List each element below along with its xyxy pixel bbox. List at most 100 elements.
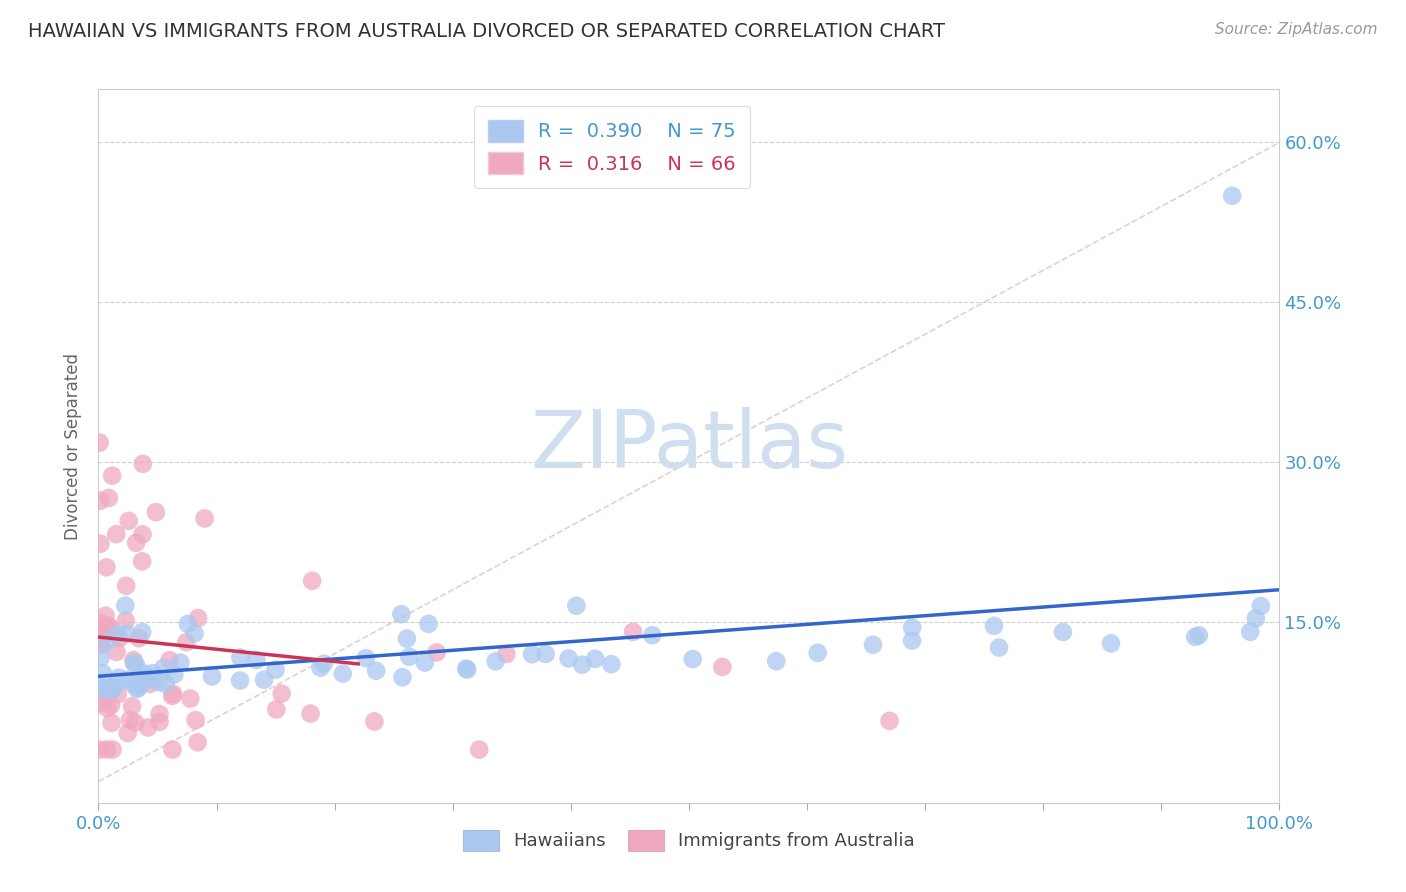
- Point: [583, 652, 606, 666]
- Point: [90, 650, 112, 665]
- Point: [184, 713, 207, 727]
- Point: [862, 638, 884, 652]
- Point: [1239, 624, 1261, 639]
- Point: [565, 599, 588, 613]
- Point: [115, 579, 138, 593]
- Point: [266, 702, 288, 716]
- Point: [118, 713, 141, 727]
- Point: [299, 706, 322, 721]
- Point: [682, 652, 704, 666]
- Point: [125, 535, 148, 549]
- Point: [136, 721, 159, 735]
- Point: [121, 677, 143, 691]
- Point: [89, 493, 111, 508]
- Point: [128, 632, 150, 646]
- Point: [89, 627, 111, 641]
- Point: [245, 653, 267, 667]
- Point: [187, 611, 209, 625]
- Point: [117, 726, 139, 740]
- Point: [468, 742, 491, 756]
- Point: [253, 673, 276, 687]
- Point: [97, 491, 120, 505]
- Point: [105, 627, 128, 641]
- Point: [534, 647, 557, 661]
- Point: [600, 657, 623, 672]
- Point: [264, 663, 287, 677]
- Point: [101, 683, 124, 698]
- Point: [122, 653, 145, 667]
- Point: [162, 687, 184, 701]
- Point: [96, 635, 118, 649]
- Point: [89, 536, 111, 550]
- Point: [485, 654, 508, 668]
- Point: [131, 554, 153, 568]
- Point: [134, 673, 156, 688]
- Point: [101, 681, 124, 695]
- Point: [108, 631, 131, 645]
- Point: [98, 681, 121, 695]
- Point: [118, 514, 141, 528]
- Point: [169, 656, 191, 670]
- Point: [176, 635, 198, 649]
- Point: [983, 619, 1005, 633]
- Point: [201, 669, 224, 683]
- Text: Source: ZipAtlas.com: Source: ZipAtlas.com: [1215, 22, 1378, 37]
- Point: [97, 618, 120, 632]
- Point: [142, 666, 165, 681]
- Point: [309, 660, 332, 674]
- Point: [1244, 611, 1267, 625]
- Point: [114, 599, 136, 613]
- Point: [96, 690, 118, 704]
- Point: [641, 628, 664, 642]
- Point: [90, 638, 112, 652]
- Point: [152, 661, 174, 675]
- Point: [107, 671, 129, 685]
- Point: [98, 621, 121, 635]
- Point: [127, 681, 149, 695]
- Point: [96, 701, 118, 715]
- Point: [96, 742, 118, 756]
- Point: [125, 681, 148, 696]
- Point: [363, 714, 385, 729]
- Point: [1250, 599, 1272, 613]
- Point: [124, 715, 146, 730]
- Point: [332, 666, 354, 681]
- Point: [100, 715, 122, 730]
- Point: [128, 678, 150, 692]
- Point: [91, 682, 114, 697]
- Point: [1099, 636, 1122, 650]
- Point: [194, 511, 217, 525]
- Point: [557, 651, 579, 665]
- Point: [96, 622, 118, 636]
- Point: [159, 653, 181, 667]
- Point: [162, 742, 184, 756]
- Point: [148, 675, 170, 690]
- Point: [145, 505, 167, 519]
- Point: [395, 632, 418, 646]
- Point: [1052, 625, 1074, 640]
- Point: [155, 677, 177, 691]
- Point: [807, 646, 830, 660]
- Point: [391, 670, 413, 684]
- Point: [177, 616, 200, 631]
- Point: [96, 560, 118, 574]
- Point: [107, 687, 129, 701]
- Point: [139, 677, 162, 691]
- Point: [179, 691, 201, 706]
- Point: [1184, 630, 1206, 644]
- Point: [879, 714, 901, 728]
- Point: [131, 527, 153, 541]
- Point: [183, 626, 205, 640]
- Point: [89, 742, 111, 756]
- Point: [901, 620, 924, 634]
- Point: [413, 656, 436, 670]
- Point: [131, 625, 153, 640]
- Point: [398, 649, 420, 664]
- Text: HAWAIIAN VS IMMIGRANTS FROM AUSTRALIA DIVORCED OR SEPARATED CORRELATION CHART: HAWAIIAN VS IMMIGRANTS FROM AUSTRALIA DI…: [28, 22, 945, 41]
- Point: [101, 742, 124, 756]
- Point: [229, 673, 252, 688]
- Point: [89, 696, 111, 710]
- Legend: Hawaiians, Immigrants from Australia: Hawaiians, Immigrants from Australia: [456, 822, 922, 858]
- Point: [163, 667, 186, 681]
- Point: [103, 681, 125, 695]
